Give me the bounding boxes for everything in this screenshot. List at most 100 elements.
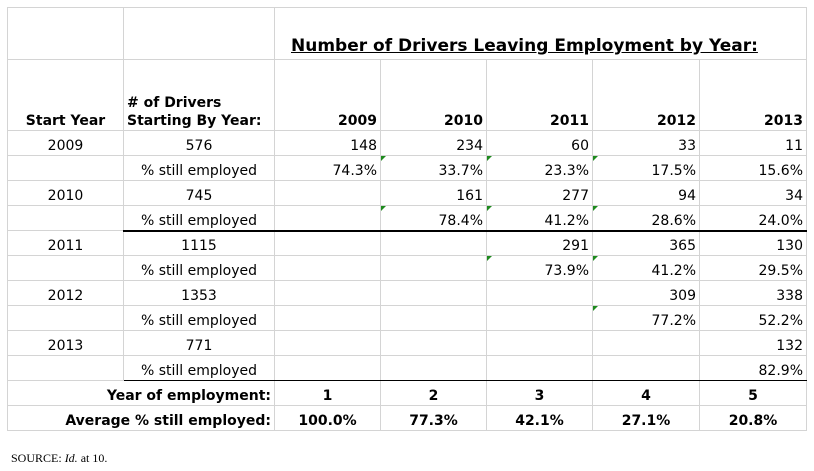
source-prefix: SOURCE: <box>11 451 65 465</box>
pct-still-employed: 28.6% <box>592 205 700 231</box>
header-drivers-line1: # of Drivers <box>127 95 222 111</box>
drivers-leaving <box>274 330 381 356</box>
pct-still-employed: 52.2% <box>699 305 807 331</box>
drivers-starting: 1115 <box>123 229 275 256</box>
drivers-leaving: 34 <box>699 180 807 206</box>
drivers-starting: 1353 <box>123 280 275 306</box>
pct-still-employed: 77.2% <box>592 305 700 331</box>
empty-cell <box>7 205 124 231</box>
drivers-leaving: 94 <box>592 180 700 206</box>
cohort-row: 2011 1115 291 365 130 <box>7 229 807 256</box>
drivers-leaving: 338 <box>699 280 807 306</box>
pct-label: % still employed <box>123 305 275 331</box>
drivers-leaving: 309 <box>592 280 700 306</box>
drivers-leaving: 277 <box>486 180 593 206</box>
average-pct: 77.3% <box>380 405 487 431</box>
pct-label: % still employed <box>123 155 275 181</box>
employment-year: 4 <box>592 380 700 406</box>
pct-row: % still employed 82.9% <box>7 355 807 381</box>
pct-still-employed: 74.3% <box>274 155 381 181</box>
employment-year: 2 <box>380 380 487 406</box>
drivers-leaving: 234 <box>380 130 487 156</box>
drivers-leaving <box>486 330 593 356</box>
empty-cell <box>7 305 124 331</box>
header-drivers-line2: Starting By Year: <box>127 113 262 129</box>
drivers-leaving <box>380 229 487 256</box>
drivers-leaving <box>274 229 381 256</box>
drivers-leaving: 33 <box>592 130 700 156</box>
drivers-leaving <box>486 280 593 306</box>
drivers-starting: 576 <box>123 130 275 156</box>
drivers-leaving: 161 <box>380 180 487 206</box>
pct-still-employed: 33.7% <box>380 155 487 181</box>
cohort-row: 2009 576 148 234 60 33 11 <box>7 130 807 156</box>
drivers-leaving <box>592 330 700 356</box>
employment-year: 3 <box>486 380 593 406</box>
pct-still-employed: 41.2% <box>486 205 593 231</box>
pct-still-employed: 82.9% <box>699 355 807 381</box>
empty-cell <box>123 7 275 60</box>
drivers-starting: 771 <box>123 330 275 356</box>
header-year: 2010 <box>380 59 487 131</box>
drivers-starting: 745 <box>123 180 275 206</box>
drivers-leaving <box>380 330 487 356</box>
pct-label: % still employed <box>123 255 275 281</box>
pct-still-employed <box>274 205 381 231</box>
header-start-year: Start Year <box>7 59 124 131</box>
start-year: 2011 <box>7 230 124 256</box>
empty-cell <box>7 255 124 281</box>
start-year: 2013 <box>7 330 124 356</box>
source-suffix: at 10. <box>77 451 108 465</box>
source-citation: Id. <box>64 451 78 465</box>
average-pct: 20.8% <box>699 405 807 431</box>
pct-still-employed <box>380 305 487 331</box>
pct-label: % still employed <box>123 205 275 231</box>
pct-still-employed: 15.6% <box>699 155 807 181</box>
header-year: 2011 <box>486 59 593 131</box>
header-year: 2012 <box>592 59 700 131</box>
average-pct: 42.1% <box>486 405 593 431</box>
pct-still-employed: 24.0% <box>699 205 807 231</box>
cohort-row: 2012 1353 309 338 <box>7 280 807 306</box>
start-year: 2012 <box>7 280 124 306</box>
header-year: 2013 <box>699 59 807 131</box>
pct-still-employed <box>592 355 700 381</box>
pct-still-employed: 78.4% <box>380 205 487 231</box>
average-label: Average % still employed: <box>7 405 275 431</box>
start-year: 2009 <box>7 130 124 156</box>
empty-cell <box>7 155 124 181</box>
pct-row: % still employed 74.3% 33.7% 23.3% 17.5% 15.6… <box>7 155 807 181</box>
pct-still-employed: 41.2% <box>592 255 700 281</box>
drivers-leaving: 60 <box>486 130 593 156</box>
start-year: 2010 <box>7 180 124 206</box>
pct-still-employed <box>274 305 381 331</box>
pct-row: % still employed 78.4% 41.2% 28.6% 24.0% <box>7 205 807 231</box>
employment-year: 1 <box>274 380 381 406</box>
drivers-retention-table: Number of Drivers Leaving Employment by … <box>7 7 807 431</box>
pct-still-employed <box>380 255 487 281</box>
pct-still-employed: 23.3% <box>486 155 593 181</box>
year-of-employment-label: Year of employment: <box>7 380 275 406</box>
header-drivers: # of Drivers Starting By Year: <box>123 59 275 131</box>
drivers-leaving <box>274 280 381 306</box>
drivers-leaving: 365 <box>592 229 700 256</box>
empty-cell <box>7 7 124 60</box>
pct-row: % still employed 73.9% 41.2% 29.5% <box>7 255 807 281</box>
pct-still-employed: 17.5% <box>592 155 700 181</box>
pct-still-employed <box>486 305 593 331</box>
cohort-row: 2013 771 132 <box>7 330 807 356</box>
pct-still-employed: 73.9% <box>486 255 593 281</box>
pct-still-employed <box>380 355 487 381</box>
pct-still-employed: 29.5% <box>699 255 807 281</box>
empty-cell <box>7 355 124 381</box>
pct-still-employed <box>274 355 381 381</box>
pct-row: % still employed 77.2% 52.2% <box>7 305 807 331</box>
source-note: SOURCE: Id. at 10. <box>11 451 107 466</box>
employment-year: 5 <box>699 380 807 406</box>
drivers-leaving: 130 <box>699 229 807 256</box>
drivers-leaving: 132 <box>699 330 807 356</box>
cohort-row: 2010 745 161 277 94 34 <box>7 180 807 206</box>
average-pct: 27.1% <box>592 405 700 431</box>
pct-still-employed <box>274 255 381 281</box>
drivers-leaving <box>380 280 487 306</box>
